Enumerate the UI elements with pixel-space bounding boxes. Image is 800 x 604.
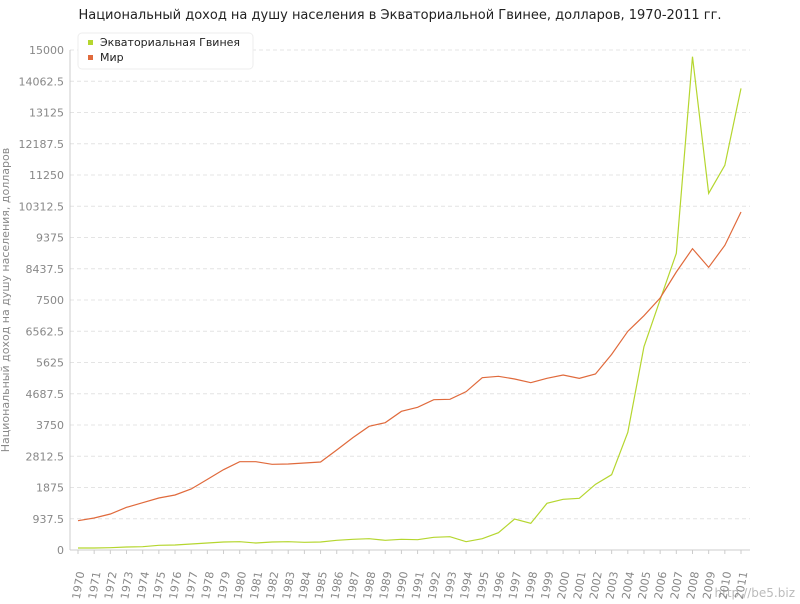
x-tick-label: 1977	[183, 570, 201, 600]
x-tick-label: 1998	[523, 570, 541, 600]
y-axis-label: Национальный доход на душу населения, до…	[0, 148, 12, 452]
y-tick-label: 1875	[36, 482, 64, 495]
line-series	[78, 56, 742, 549]
x-tick-label: 1988	[361, 570, 379, 600]
x-tick-label: 1984	[296, 570, 314, 600]
y-tick-label: 5625	[36, 357, 64, 370]
x-tick-label: 1980	[231, 570, 249, 600]
chart-title: Национальный доход на душу населения в Э…	[78, 8, 721, 23]
x-tick-label: 1989	[377, 570, 395, 600]
x-tick-label: 1993	[442, 570, 460, 600]
watermark: http://be5.biz	[715, 586, 795, 600]
y-tick-label: 0	[57, 544, 64, 557]
x-tick-label: 1982	[264, 570, 282, 600]
y-tick-label: 11250	[29, 169, 64, 182]
y-tick-label: 15000	[29, 44, 64, 57]
x-tick-label: 1999	[539, 570, 557, 600]
legend-swatch	[88, 40, 93, 45]
x-tick-label: 1970	[70, 570, 88, 600]
x-tick-label: 1979	[215, 570, 233, 600]
x-tick-label: 1983	[280, 570, 298, 600]
x-tick-label: 2006	[652, 570, 670, 600]
legend-label: Экваториальная Гвинея	[100, 36, 240, 49]
y-tick-label: 2812.5	[26, 450, 65, 463]
x-tick-label: 2009	[700, 570, 718, 600]
legend-box	[77, 32, 254, 70]
y-tick-label: 3750	[36, 419, 64, 432]
x-tick-label: 1974	[134, 570, 152, 600]
x-tick-label: 2008	[684, 570, 702, 600]
line-series	[77, 211, 742, 522]
y-tick-label: 7500	[36, 294, 64, 307]
y-tick-label: 937.5	[33, 513, 65, 526]
y-tick-label: 6562.5	[26, 325, 65, 338]
x-tick-label: 1972	[102, 570, 120, 600]
legend-label: Мир	[100, 51, 124, 64]
x-tick-label: 1971	[86, 570, 104, 600]
y-tick-label: 4687.5	[26, 388, 65, 401]
x-tick-label: 1992	[425, 570, 443, 600]
x-tick-label: 1986	[328, 570, 346, 600]
y-tick-label: 13125	[29, 107, 64, 120]
y-tick-label: 14062.5	[19, 75, 65, 88]
legend-swatch	[88, 55, 93, 60]
x-tick-label: 1997	[506, 570, 524, 600]
x-tick-label: 1996	[490, 570, 508, 600]
x-tick-label: 1978	[199, 570, 217, 600]
x-tick-label: 2010	[717, 570, 735, 600]
x-tick-label: 2004	[620, 570, 638, 600]
x-tick-label: 2000	[555, 570, 573, 600]
x-tick-label: 1976	[167, 570, 185, 600]
y-tick-label: 10312.5	[19, 200, 65, 213]
x-tick-label: 1994	[458, 570, 476, 600]
y-tick-label: 12187.5	[19, 138, 65, 151]
x-tick-label: 1990	[393, 570, 411, 600]
x-tick-label: 1981	[248, 570, 266, 600]
x-tick-label: 1973	[118, 570, 136, 600]
y-tick-label: 9375	[36, 232, 64, 245]
x-tick-label: 1995	[474, 570, 492, 600]
x-tick-label: 1987	[345, 570, 363, 600]
x-tick-label: 2007	[668, 570, 686, 600]
y-tick-label: 8437.5	[26, 263, 65, 276]
x-tick-label: 2003	[603, 570, 621, 600]
x-tick-label: 1975	[151, 570, 169, 600]
x-tick-label: 2005	[636, 570, 654, 600]
x-tick-label: 2001	[571, 570, 589, 600]
x-tick-label: 2002	[587, 570, 605, 600]
x-tick-label: 1985	[312, 570, 330, 600]
x-tick-label: 2011	[733, 570, 751, 600]
x-tick-label: 1991	[409, 570, 427, 600]
